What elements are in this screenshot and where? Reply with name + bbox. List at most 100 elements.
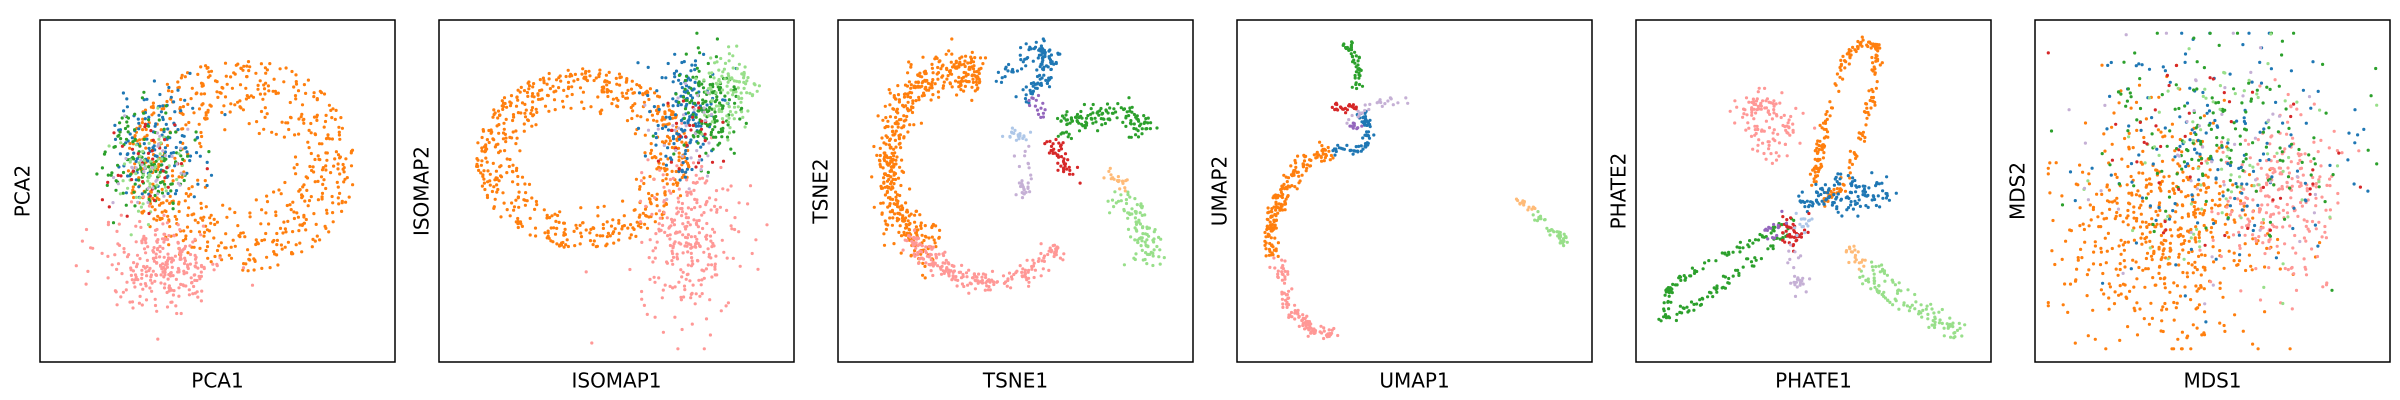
scatter-point-orange: [641, 92, 645, 96]
scatter-point-orange: [1865, 116, 1869, 120]
scatter-point-green: [131, 140, 135, 144]
scatter-point-red: [1063, 162, 1068, 166]
scatter-point-orange: [488, 172, 492, 176]
scatter-point-orange: [320, 168, 325, 172]
scatter-point-orange: [562, 245, 566, 249]
scatter-point-orange: [228, 110, 232, 114]
scatter-point-pink: [685, 236, 690, 240]
isomap-y-axis-label: ISOMAP2: [410, 146, 434, 236]
scatter-point-lavender: [706, 154, 710, 158]
scatter-point-pink: [972, 272, 977, 276]
scatter-point-orange: [1301, 164, 1305, 168]
scatter-point-pink: [686, 272, 690, 276]
scatter-point-light-green: [709, 88, 713, 92]
scatter-point-orange: [939, 67, 943, 71]
scatter-point-light-green: [734, 90, 738, 94]
scatter-point-orange: [1867, 89, 1871, 93]
scatter-point-green: [164, 111, 168, 115]
scatter-point-orange: [1821, 156, 1825, 160]
scatter-point-orange: [300, 223, 304, 227]
scatter-point-pink: [1783, 142, 1787, 146]
scatter-point-orange: [480, 149, 484, 153]
scatter-point-light-green: [739, 100, 743, 104]
scatter-point-orange: [500, 99, 504, 103]
scatter-point-orange: [341, 162, 345, 167]
scatter-point-green: [694, 115, 698, 119]
scatter-point-pink: [1306, 334, 1310, 338]
scatter-point-green: [718, 101, 722, 105]
scatter-point-orange: [499, 164, 503, 168]
scatter-point-pink: [176, 266, 180, 271]
scatter-point-blue: [113, 137, 118, 141]
scatter-point-green: [686, 111, 691, 115]
scatter-point-orange: [313, 180, 317, 184]
scatter-point-pink: [653, 256, 657, 260]
scatter-point-green: [1132, 122, 1136, 126]
scatter-point-orange: [904, 201, 908, 205]
scatter-point-orange: [624, 80, 628, 84]
scatter-point-blue: [681, 161, 685, 165]
scatter-point-blue: [1821, 188, 1825, 192]
scatter-point-orange: [315, 118, 319, 122]
scatter-point-orange: [922, 70, 926, 74]
scatter-point-pink: [100, 251, 104, 255]
scatter-point-orange: [333, 117, 337, 121]
scatter-point-blue: [680, 60, 684, 65]
scatter-point-light-green: [726, 138, 730, 142]
scatter-point-red: [1075, 165, 1080, 169]
scatter-point-pink: [653, 280, 657, 284]
scatter-point-red: [1354, 105, 1358, 109]
scatter-point-orange: [1841, 54, 1845, 59]
scatter-point-orange: [918, 71, 922, 75]
scatter-point-pink: [913, 254, 917, 258]
scatter-point-blue: [1835, 195, 1839, 199]
scatter-point-green: [1132, 126, 1136, 131]
scatter-point-pink: [1754, 111, 1758, 115]
scatter-point-orange: [275, 243, 279, 247]
scatter-point-pink: [700, 278, 704, 282]
scatter-point-blue: [674, 69, 679, 73]
scatter-point-blue: [1021, 88, 1025, 92]
scatter-point-orange: [647, 215, 651, 219]
scatter-point-orange: [505, 157, 509, 161]
scatter-point-light-green: [1139, 236, 1143, 240]
scatter-point-pink: [170, 265, 174, 269]
scatter-point-orange: [1324, 152, 1328, 156]
scatter-point-orange: [631, 103, 635, 108]
scatter-point-blue: [637, 91, 642, 95]
scatter-point-light-green: [175, 177, 179, 182]
scatter-point-orange: [981, 62, 985, 66]
scatter-point-orange: [483, 150, 487, 154]
scatter-point-pink: [199, 274, 203, 278]
pca-points: [74, 60, 355, 341]
scatter-point-orange: [292, 210, 296, 214]
scatter-point-green: [1140, 127, 1144, 131]
scatter-point-light-green: [1139, 202, 1143, 206]
scatter-point-green: [715, 95, 719, 99]
scatter-point-orange: [195, 91, 199, 95]
scatter-point-orange: [589, 227, 593, 231]
scatter-point-orange: [626, 88, 630, 92]
scatter-point-blue: [673, 75, 677, 79]
scatter-point-pink: [1007, 271, 1012, 275]
scatter-point-blue: [130, 136, 134, 140]
scatter-point-light-green: [1158, 262, 1162, 266]
scatter-point-red: [678, 134, 682, 138]
scatter-point-orange: [225, 215, 229, 219]
scatter-point-light-green: [1126, 190, 1130, 194]
scatter-point-light-green: [1873, 285, 1877, 289]
scatter-point-orange: [585, 79, 590, 83]
scatter-point-light-green: [722, 67, 727, 71]
scatter-point-pink: [158, 250, 162, 254]
scatter-point-light-blue: [1028, 130, 1033, 134]
scatter-point-orange: [963, 59, 967, 63]
scatter-point-orange: [244, 97, 248, 101]
scatter-point-orange: [898, 165, 902, 169]
scatter-point-green: [120, 116, 124, 120]
scatter-point-red: [147, 211, 151, 216]
scatter-point-red: [691, 123, 695, 128]
scatter-point-blue: [671, 80, 675, 84]
scatter-point-pink: [139, 225, 143, 229]
scatter-point-green: [100, 166, 104, 170]
scatter-point-peach: [1118, 187, 1122, 191]
